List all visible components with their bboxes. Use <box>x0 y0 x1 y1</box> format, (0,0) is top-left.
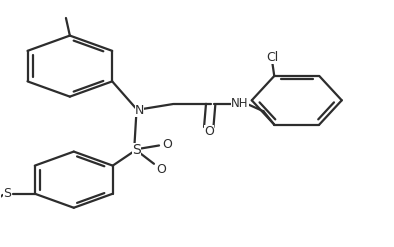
Text: NH: NH <box>231 97 249 110</box>
Text: O: O <box>204 125 214 138</box>
Text: S: S <box>4 187 11 200</box>
Text: O: O <box>156 163 166 176</box>
Text: S: S <box>132 143 141 157</box>
Text: Cl: Cl <box>266 51 279 64</box>
Text: O: O <box>162 138 172 151</box>
Text: N: N <box>135 104 144 117</box>
